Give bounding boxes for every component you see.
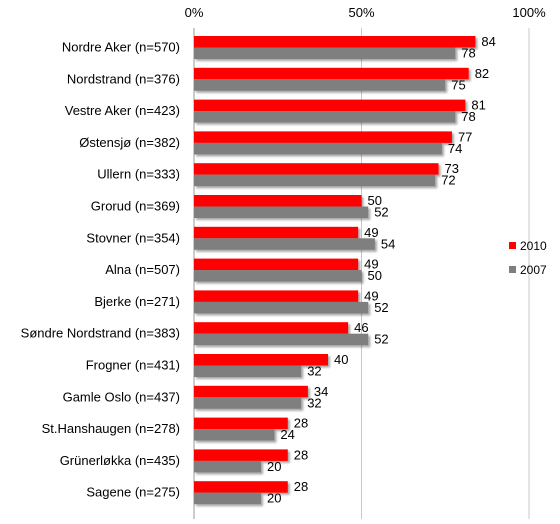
data-label-2007: 52: [374, 205, 388, 220]
bar-2010: [194, 195, 362, 207]
bar-2010: [194, 322, 349, 334]
bar-2010: [194, 226, 359, 239]
category-label: Sagene (n=275): [86, 485, 180, 500]
category-label: Grorud (n=369): [91, 199, 180, 214]
bar-2007: [194, 492, 261, 505]
bar-2010: [194, 481, 288, 493]
legend-label: 2007: [520, 263, 547, 277]
bar-2010: [194, 36, 476, 48]
data-label-2007: 78: [461, 109, 475, 124]
bar-2007: [194, 174, 436, 187]
bar-2010: [194, 99, 466, 112]
x-tick-label: 50%: [348, 5, 374, 20]
bar-2010: [194, 67, 469, 80]
category-label: Stovner (n=354): [86, 230, 180, 245]
bar-2007: [194, 460, 261, 473]
bar-2010: [194, 131, 452, 143]
x-tick-label: 0%: [185, 5, 204, 20]
bar-2007: [194, 429, 275, 441]
data-label-2007: 78: [461, 46, 475, 61]
category-label: Østensjø (n=382): [79, 135, 180, 150]
bar-2007: [194, 333, 369, 346]
data-label-2010: 40: [334, 352, 348, 367]
data-label-2010: 28: [294, 416, 308, 431]
data-label-2010: 46: [354, 320, 368, 335]
data-label-2010: 49: [364, 257, 378, 272]
bar-2010: [194, 417, 288, 430]
bar-2007: [194, 238, 375, 250]
data-label-2010: 50: [368, 193, 382, 208]
data-label-2010: 84: [481, 34, 495, 49]
data-label-2007: 20: [267, 459, 281, 474]
bar-2010: [194, 449, 288, 461]
category-label: Bjerke (n=271): [94, 294, 180, 309]
data-label-2010: 49: [364, 288, 378, 303]
bar-2010: [194, 258, 359, 271]
bar-2007: [194, 142, 442, 155]
data-label-2007: 20: [267, 491, 281, 506]
bar-2010: [194, 354, 328, 366]
category-label: Gamle Oslo (n=437): [63, 389, 180, 404]
bar-2007: [194, 206, 369, 218]
x-axis-ticks: 0% 50% 100%: [185, 5, 546, 20]
data-label-2010: 28: [294, 447, 308, 462]
data-label-2007: 24: [280, 427, 294, 442]
bar-2007: [194, 365, 302, 377]
category-label: Nordre Aker (n=570): [62, 40, 180, 55]
legend-swatch-2007: [509, 266, 516, 273]
data-label-2010: 77: [458, 129, 472, 144]
category-label: Søndre Nordstrand (n=383): [21, 326, 180, 341]
bar-2007: [194, 270, 362, 282]
category-label: Vestre Aker (n=423): [65, 103, 180, 118]
legend-label: 2010: [520, 239, 547, 253]
bar-2007: [194, 111, 456, 123]
data-label-2007: 32: [307, 395, 321, 410]
data-label-2010: 82: [475, 66, 489, 81]
data-label-2010: 28: [294, 479, 308, 494]
data-label-2010: 81: [471, 98, 485, 113]
category-label: Ullern (n=333): [97, 167, 180, 182]
category-label: Nordstrand (n=376): [67, 71, 180, 86]
bar-2007: [194, 47, 456, 59]
category-label: Grünerløkka (n=435): [60, 453, 180, 468]
category-label: St.Hanshaugen (n=278): [42, 421, 180, 436]
data-label-2007: 72: [441, 173, 455, 188]
bar-2007: [194, 397, 302, 409]
category-label: Frogner (n=431): [86, 358, 180, 373]
data-label-2007: 50: [368, 268, 382, 283]
bar-2010: [194, 163, 439, 175]
data-label-2010: 34: [314, 384, 328, 399]
x-tick-label: 100%: [512, 5, 546, 20]
category-labels: Nordre Aker (n=570) Nordstrand (n=376) Ves…: [21, 40, 180, 500]
data-label-2007: 54: [381, 236, 395, 251]
data-label-2010: 73: [445, 161, 459, 176]
bar-2007: [194, 79, 446, 91]
legend-swatch-2010: [509, 242, 516, 249]
data-label-2007: 75: [451, 77, 465, 92]
bar-2007: [194, 301, 369, 314]
data-label-2007: 52: [374, 300, 388, 315]
bars: 8478827581787774737250524954495049524652…: [194, 34, 496, 506]
bar-2010: [194, 290, 359, 302]
data-label-2007: 32: [307, 364, 321, 379]
data-label-2007: 74: [448, 141, 462, 156]
bar-2010: [194, 385, 308, 398]
data-label-2010: 49: [364, 225, 378, 240]
legend: 2010 2007: [509, 239, 547, 277]
category-label: Alna (n=507): [105, 262, 180, 277]
data-label-2007: 52: [374, 332, 388, 347]
